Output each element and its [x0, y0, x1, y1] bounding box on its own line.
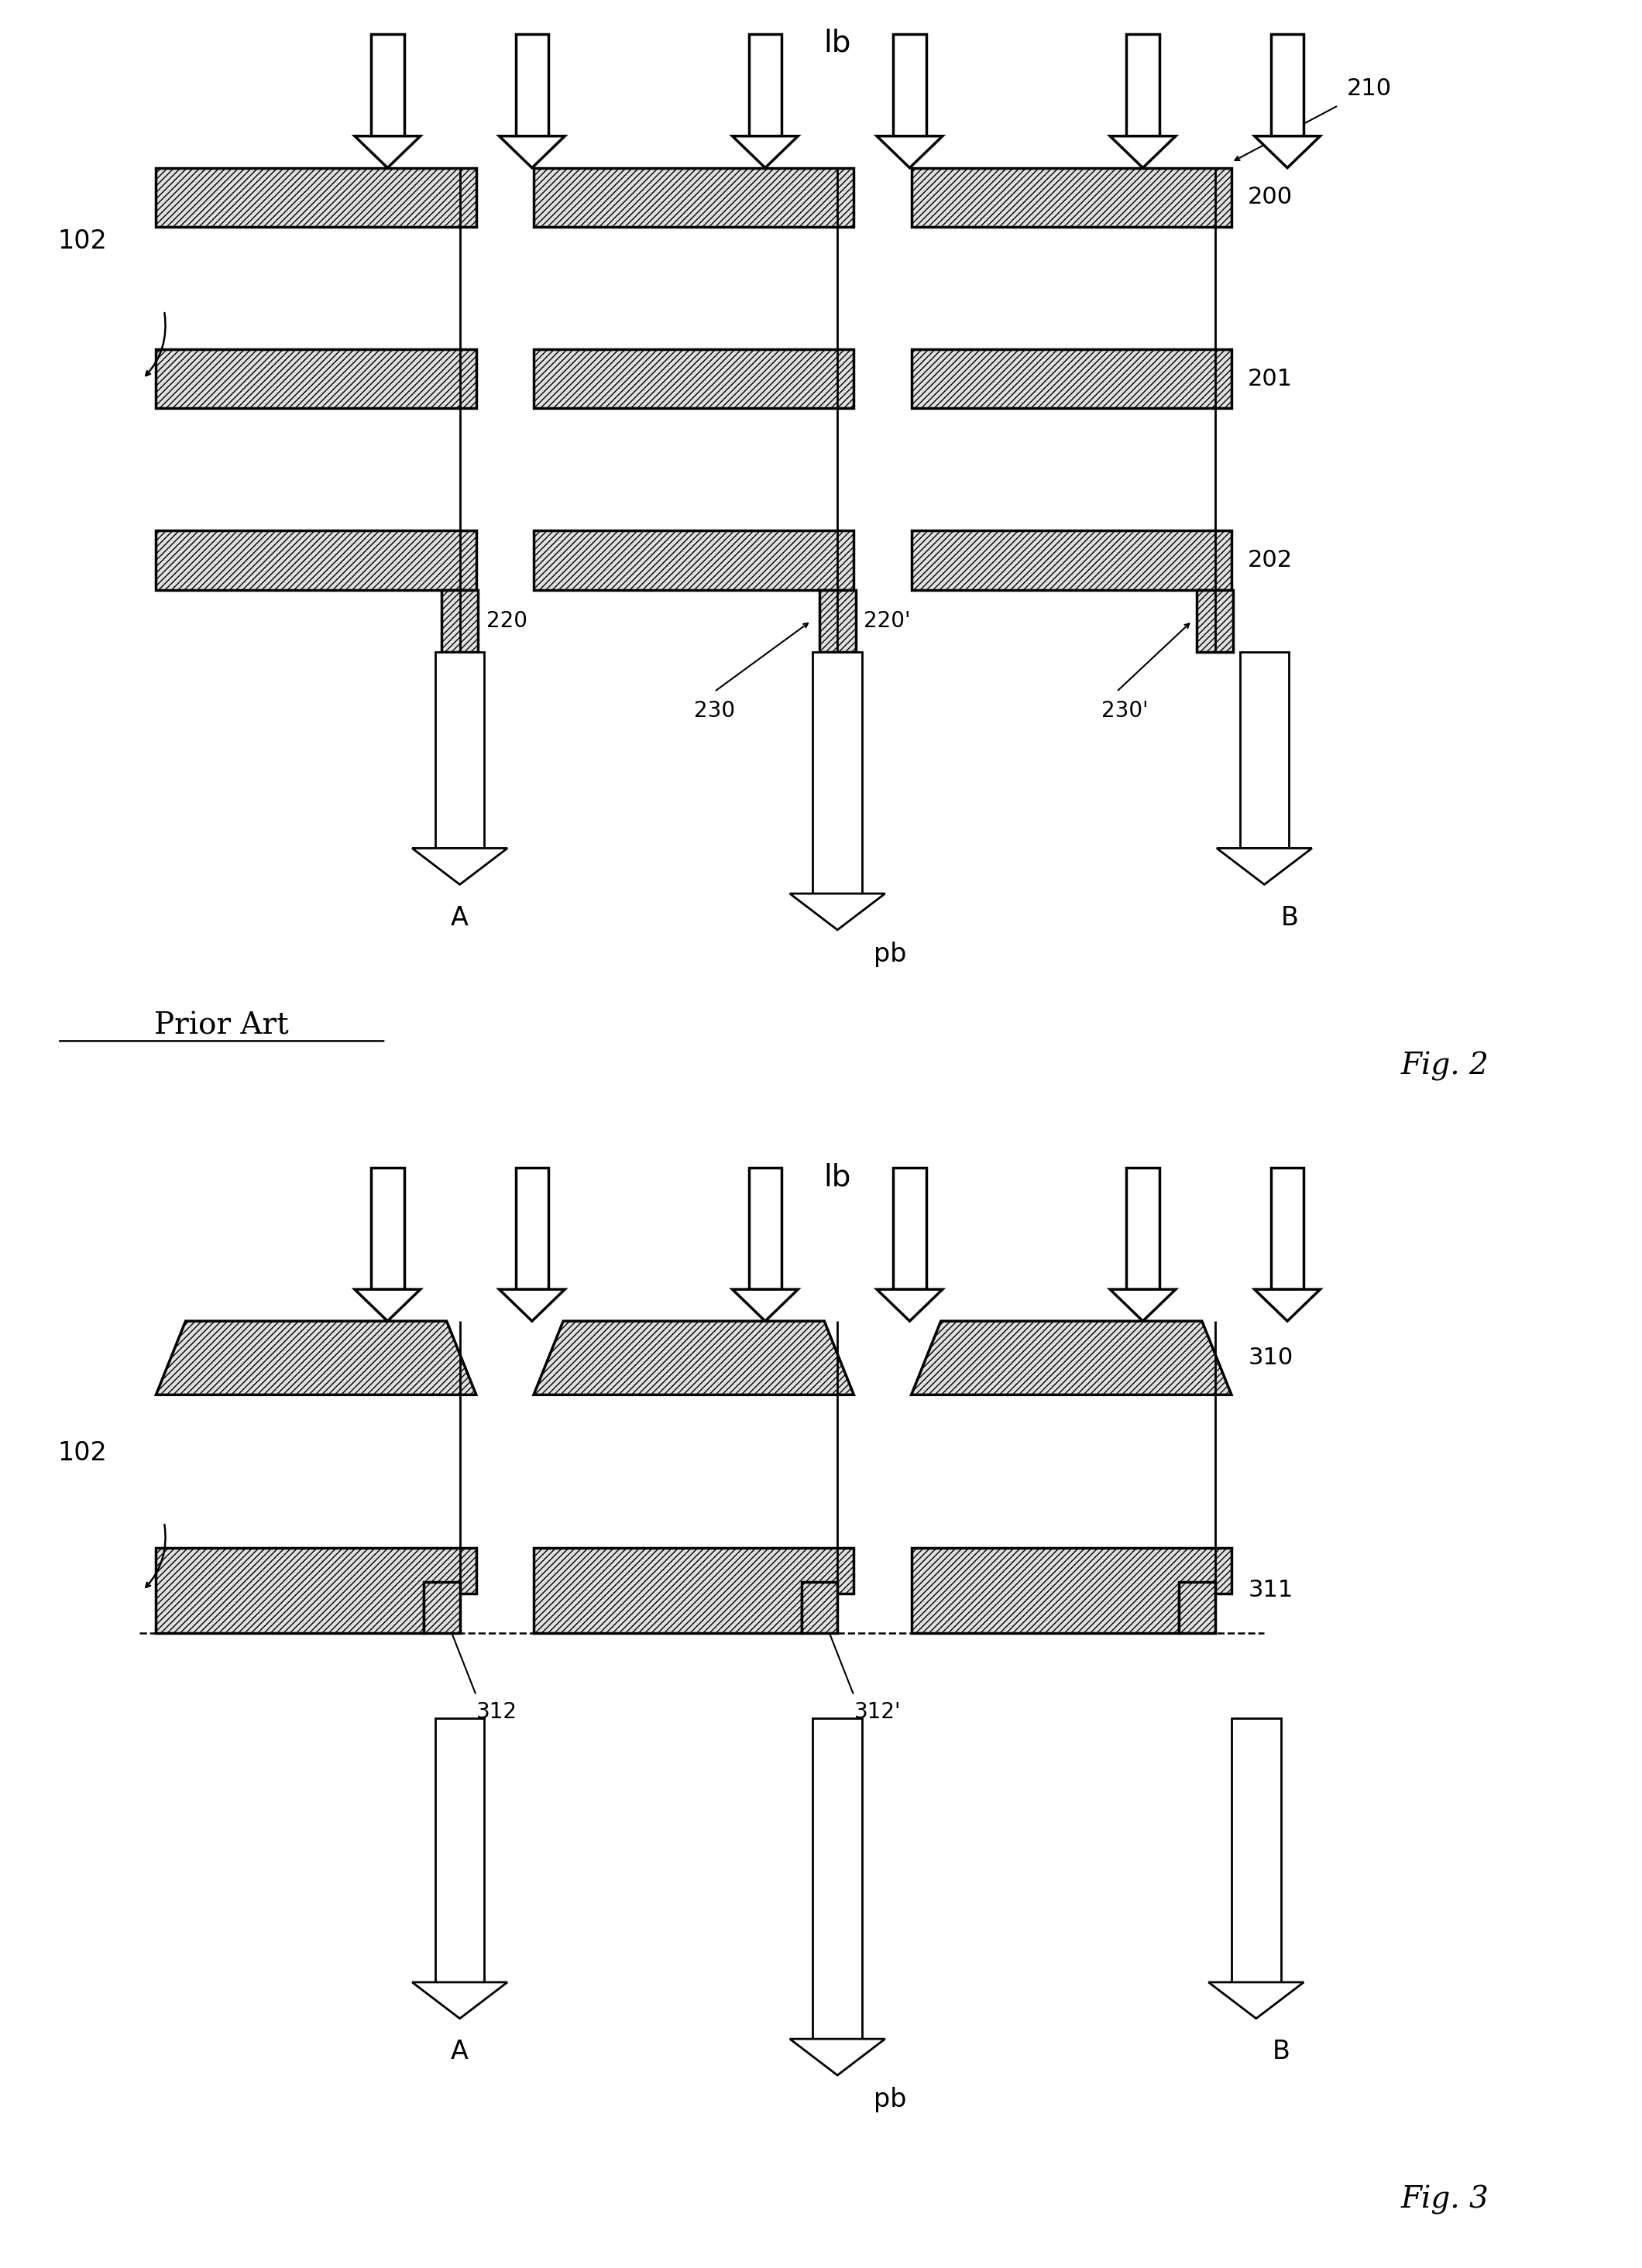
Text: 312': 312'	[854, 1701, 901, 1724]
Bar	[156, 531, 476, 590]
Bar	[1232, 1719, 1281, 1982]
Text: Fig. 3: Fig. 3	[1401, 2186, 1489, 2214]
Text: A: A	[452, 905, 468, 930]
Bar	[813, 1719, 862, 2039]
Bar	[813, 653, 862, 894]
Polygon shape	[499, 136, 565, 168]
Polygon shape	[877, 136, 943, 168]
Text: 230': 230'	[1102, 699, 1148, 721]
Text: 102: 102	[57, 1440, 107, 1465]
Bar	[1240, 653, 1289, 848]
Polygon shape	[412, 848, 507, 885]
Polygon shape	[732, 136, 798, 168]
Polygon shape	[1217, 848, 1312, 885]
Bar	[911, 168, 1232, 227]
Text: 312: 312	[476, 1701, 517, 1724]
Text: 200: 200	[1248, 186, 1292, 209]
Bar	[156, 168, 476, 227]
Bar	[516, 1168, 548, 1288]
Polygon shape	[1110, 1288, 1176, 1320]
Polygon shape	[534, 1320, 854, 1395]
Bar	[516, 34, 548, 136]
Polygon shape	[156, 1320, 476, 1395]
Bar	[1271, 34, 1304, 136]
Bar	[1197, 590, 1233, 653]
Bar	[435, 653, 484, 848]
Text: pb: pb	[874, 2087, 906, 2112]
Text: pb: pb	[874, 941, 906, 966]
Text: B: B	[1273, 2039, 1291, 2064]
Bar	[1126, 34, 1159, 136]
Polygon shape	[911, 1320, 1232, 1395]
Text: 202: 202	[1248, 549, 1292, 572]
Polygon shape	[355, 136, 420, 168]
Polygon shape	[1209, 1982, 1304, 2019]
Bar	[1179, 1583, 1215, 1633]
Polygon shape	[790, 2039, 885, 2075]
Polygon shape	[790, 894, 885, 930]
Polygon shape	[499, 1288, 565, 1320]
Bar	[801, 1583, 837, 1633]
Polygon shape	[877, 1288, 943, 1320]
Text: 220': 220'	[864, 610, 911, 633]
Text: 310: 310	[1248, 1347, 1292, 1370]
Polygon shape	[355, 1288, 420, 1320]
Bar	[893, 1168, 926, 1288]
Polygon shape	[1254, 1288, 1320, 1320]
Bar	[435, 1719, 484, 1982]
Text: lb: lb	[824, 29, 851, 57]
Bar	[371, 1168, 404, 1288]
Text: lb: lb	[824, 1161, 851, 1191]
Polygon shape	[1254, 136, 1320, 168]
Text: B: B	[1281, 905, 1299, 930]
Bar	[1271, 1168, 1304, 1288]
Text: 201: 201	[1248, 367, 1292, 390]
Bar	[1126, 1168, 1159, 1288]
Bar	[371, 34, 404, 136]
Polygon shape	[911, 1547, 1232, 1633]
Text: 210: 210	[1346, 77, 1391, 100]
Bar	[819, 590, 855, 653]
Text: A: A	[452, 2039, 468, 2064]
Bar	[911, 349, 1232, 408]
Bar	[534, 531, 854, 590]
Bar	[424, 1583, 460, 1633]
Bar	[534, 349, 854, 408]
Polygon shape	[156, 1547, 476, 1633]
Text: 220: 220	[486, 610, 527, 633]
Polygon shape	[534, 1547, 854, 1633]
Bar	[156, 349, 476, 408]
Bar	[749, 1168, 782, 1288]
Polygon shape	[732, 1288, 798, 1320]
Polygon shape	[1110, 136, 1176, 168]
Bar	[534, 168, 854, 227]
Text: 230: 230	[693, 699, 736, 721]
Bar	[749, 34, 782, 136]
Text: 102: 102	[57, 229, 107, 254]
Text: Fig. 2: Fig. 2	[1401, 1052, 1489, 1080]
Bar	[442, 590, 478, 653]
Bar	[893, 34, 926, 136]
Bar	[911, 531, 1232, 590]
Text: Prior Art: Prior Art	[154, 1012, 289, 1041]
Polygon shape	[412, 1982, 507, 2019]
Text: 311: 311	[1248, 1579, 1292, 1601]
